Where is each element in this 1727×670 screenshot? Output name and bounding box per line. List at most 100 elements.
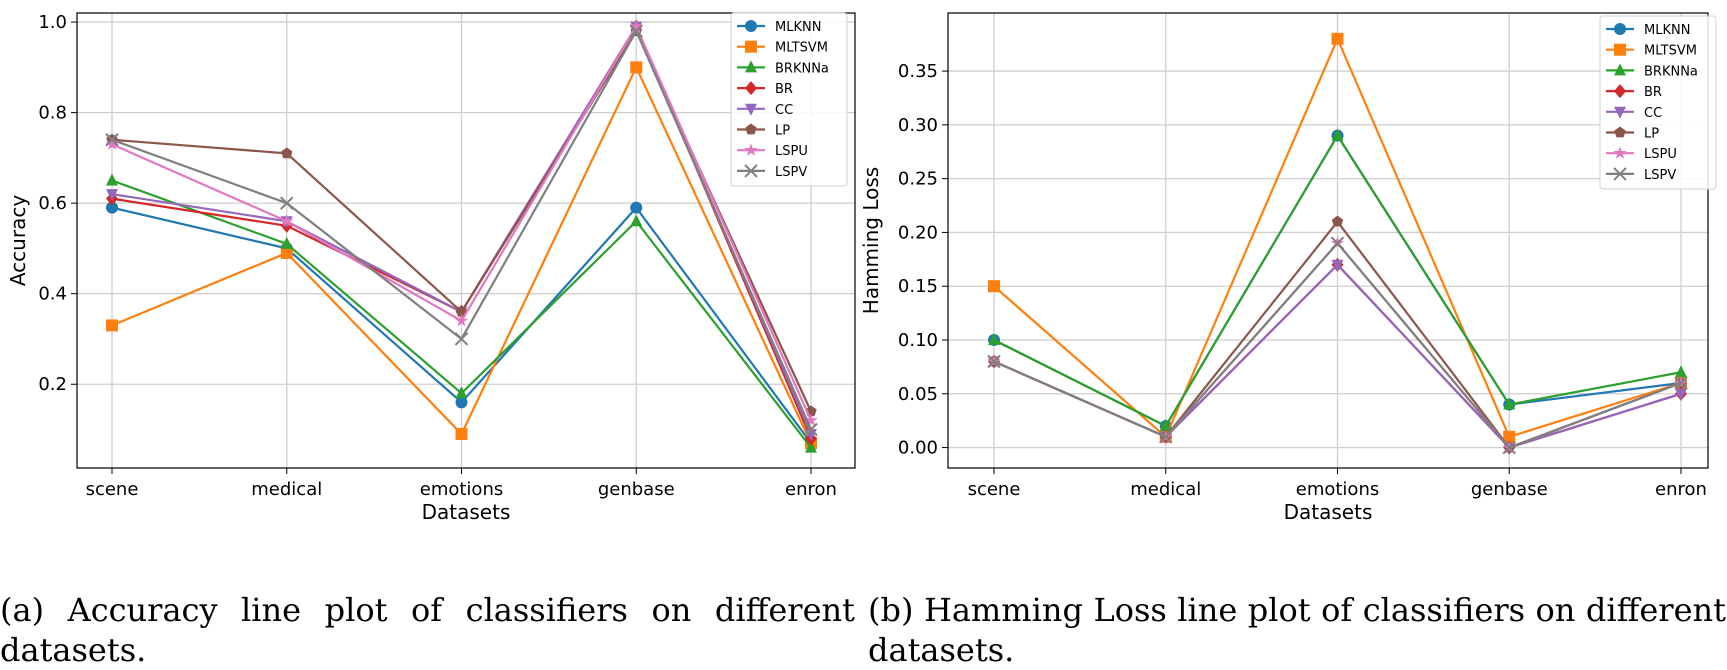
legend-label: CC [1644,106,1662,121]
y-tick-label: 0.15 [898,276,938,297]
y-tick-label: 0.05 [898,384,938,405]
legend-marker [1613,167,1627,181]
legend-item: MLKNN [737,20,821,35]
data-point [1675,365,1687,378]
axes-frame [947,12,1709,469]
data-point [455,396,468,409]
x-tick-label: scene [968,479,1021,500]
x-tick-label: genbase [1471,479,1548,500]
data-point [281,147,293,159]
series-brknna [106,173,817,453]
data-point [280,236,293,249]
series-lspv [987,236,1688,455]
data-point [1159,430,1173,444]
legend-item: LSPU [1606,146,1677,162]
legend-marker [745,40,757,53]
y-tick-label: 0.2 [38,374,67,395]
legend-label: LSPU [775,144,808,159]
data-point [1331,128,1344,141]
data-point [106,201,118,214]
x-tick-label: enron [785,479,837,500]
data-point [629,24,643,38]
x-tick-label: medical [251,479,322,500]
data-point [105,137,119,150]
x-tick-label: enron [1655,479,1707,500]
y-axis-label: Hamming Loss [859,167,883,314]
legend-label: LSPV [775,165,807,180]
data-point [988,332,1000,345]
y-tick-label: 0.20 [898,222,938,243]
series-lspu [105,19,818,427]
legend-label: BR [775,82,793,97]
data-point [106,189,118,202]
data-point [455,428,468,441]
legend-item: MLKNN [1606,23,1690,38]
data-point [1674,376,1688,390]
legend-item: BRKNNa [737,60,829,76]
data-point [805,440,817,453]
legend-marker [1614,63,1626,76]
legend-marker [745,60,757,73]
data-point [454,313,469,327]
legend-item: LSPV [1606,167,1676,183]
y-tick-label: 1.0 [38,12,67,33]
legend-box [1599,15,1717,190]
y-tick-label: 0.35 [898,61,938,82]
legend-label: MLKNN [775,20,821,35]
data-point [988,280,1000,293]
legend: MLKNN MLTSVM BRKNNa BR CC LP LSPU LSPV [730,12,848,187]
legend-marker [1614,43,1626,56]
data-point [1331,215,1344,227]
data-point [629,19,643,33]
legend-item: BRKNNa [1606,63,1698,79]
data-point [1503,397,1516,410]
legend-marker [1613,146,1627,159]
y-tick-label: 0.4 [38,284,67,305]
series-brknna [988,128,1687,432]
legend-label: LP [1644,127,1659,142]
data-point [630,214,643,227]
data-point [1503,430,1516,443]
x-tick-label: emotions [420,479,503,500]
x-tick-label: medical [1130,479,1201,500]
data-point [106,173,118,186]
legend-label: MLTSVM [1644,44,1697,59]
legend-item: LP [737,123,790,139]
legend-label: LSPU [1644,147,1677,162]
legend-marker [1614,126,1626,138]
legend-marker [745,123,757,135]
legend-marker [744,143,758,156]
data-point [105,133,119,147]
data-point [454,332,469,346]
data-point [1675,388,1687,401]
legend-item: BR [1606,84,1662,100]
data-point [804,422,818,437]
legend-marker [745,20,757,32]
legend-item: MLTSVM [1606,43,1697,59]
legend-item: LP [1606,126,1659,142]
caption-a: (a) Accuracy line plot of classifiers on… [0,591,855,669]
x-tick-label: emotions [1296,479,1379,500]
data-point [1330,236,1345,250]
legend-item: MLTSVM [737,40,828,56]
y-axis-label: Accuracy [6,195,30,286]
series-lspv [105,24,818,437]
data-point [987,354,1001,369]
legend: MLKNN MLTSVM BRKNNa BR CC LP LSPU LSPV [1599,15,1717,190]
legend-label: LP [775,124,790,139]
x-axis-label: Datasets [422,500,511,524]
legend-label: LSPV [1644,168,1676,183]
data-point [455,386,468,399]
data-point [630,61,643,74]
legend-item: LSPV [737,164,807,180]
y-tick-label: 0.8 [38,103,67,124]
legend-item: BR [737,81,793,97]
legend-item: CC [1606,106,1662,121]
legend-label: BRKNNa [775,61,829,76]
hamming-loss-chart: scene medical emotions genbase enron 0.00 0.05… [859,12,1717,524]
data-point [1331,32,1344,45]
legend-label: MLKNN [1644,23,1690,38]
legend-label: BR [1644,85,1662,100]
legend-marker [1614,106,1626,119]
